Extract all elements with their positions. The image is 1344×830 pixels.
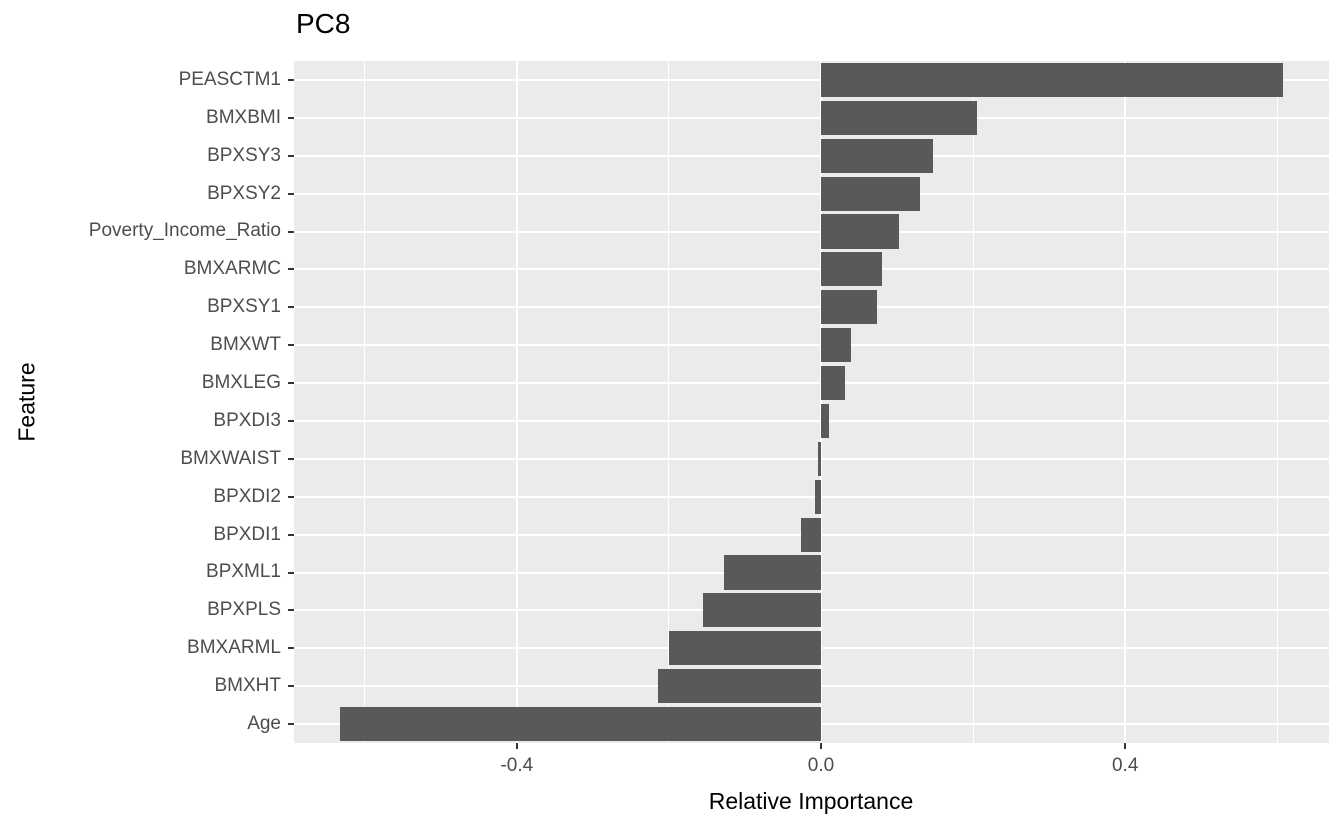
y-axis-tick-mark <box>288 723 294 726</box>
x-axis-tick-label: 0.4 <box>1111 755 1139 776</box>
bar-bmxbmi <box>821 100 977 135</box>
bar-bmxleg <box>821 366 846 401</box>
major-gridline-vertical <box>515 61 518 743</box>
major-gridline-horizontal <box>294 230 1329 233</box>
y-axis-tick-mark <box>288 154 294 157</box>
bar-poverty_income_ratio <box>821 214 899 249</box>
major-gridline-horizontal <box>294 306 1329 309</box>
x-axis-tick-mark <box>1124 743 1127 749</box>
y-axis-label: BMXBMI <box>206 106 281 128</box>
y-axis-label: BPXSY2 <box>207 182 281 204</box>
y-axis-tick-mark <box>288 419 294 422</box>
major-gridline-horizontal <box>294 382 1329 385</box>
minor-gridline-vertical <box>668 61 670 743</box>
y-axis-label: BMXARMC <box>183 258 281 280</box>
minor-gridline-vertical <box>364 61 366 743</box>
y-axis-label: BPXDI3 <box>213 409 281 431</box>
bar-bmxarml <box>668 631 821 666</box>
y-axis-tick-mark <box>288 382 294 385</box>
bar-bmxwaist <box>817 441 821 476</box>
y-axis-tick-mark <box>288 685 294 688</box>
y-axis-label: PEASCTM1 <box>178 68 281 90</box>
y-axis-tick-mark <box>288 495 294 498</box>
y-axis-tick-mark <box>288 78 294 81</box>
y-axis-tick-mark <box>288 609 294 612</box>
x-axis-title: Relative Importance <box>708 788 914 814</box>
bar-peasctm1 <box>821 62 1283 97</box>
x-axis-tick-label: 0.0 <box>807 755 835 776</box>
y-axis-tick-mark <box>288 306 294 309</box>
plot-title: PC8 <box>296 8 351 39</box>
major-gridline-horizontal <box>294 344 1329 347</box>
minor-gridline-vertical <box>972 61 974 743</box>
y-axis-label: Poverty_Income_Ratio <box>88 220 281 242</box>
y-axis-label: BPXDI1 <box>213 523 281 545</box>
major-gridline-horizontal <box>294 495 1329 498</box>
bar-bpxsy1 <box>821 290 877 325</box>
bar-bpxpls <box>703 593 821 628</box>
major-gridline-horizontal <box>294 192 1329 195</box>
y-axis-tick-mark <box>288 344 294 347</box>
major-gridline-horizontal <box>294 78 1329 81</box>
major-gridline-horizontal <box>294 268 1329 271</box>
bar-bpxdi2 <box>814 479 821 514</box>
y-axis-tick-mark <box>288 230 294 233</box>
y-axis-tick-mark <box>288 647 294 650</box>
bar-bpxsy3 <box>821 138 933 173</box>
bar-bpxml1 <box>724 555 821 590</box>
major-gridline-vertical <box>1124 61 1127 743</box>
y-axis-label: BPXSY3 <box>207 144 281 166</box>
y-axis-label: BPXSY1 <box>207 296 281 318</box>
x-axis-tick-label: -0.4 <box>500 755 534 776</box>
y-axis-label: BMXARML <box>187 637 281 659</box>
bar-age <box>339 707 821 742</box>
y-axis-label: BMXLEG <box>201 372 281 394</box>
y-axis-tick-mark <box>288 571 294 574</box>
y-axis-tick-mark <box>288 533 294 536</box>
y-axis-label: BMXHT <box>214 675 282 697</box>
y-axis-tick-mark <box>288 192 294 195</box>
major-gridline-horizontal <box>294 154 1329 157</box>
major-gridline-horizontal <box>294 457 1329 460</box>
bar-bpxsy2 <box>821 176 920 211</box>
y-axis-tick-mark <box>288 268 294 271</box>
major-gridline-horizontal <box>294 116 1329 119</box>
y-axis-tick-mark <box>288 457 294 460</box>
x-axis-tick-mark <box>820 743 822 749</box>
y-axis-label: BPXDI2 <box>213 485 281 507</box>
x-axis-tick-mark <box>515 743 518 749</box>
bar-bpxdi3 <box>821 403 830 438</box>
minor-gridline-vertical <box>1276 61 1278 743</box>
bar-bmxarmc <box>821 252 882 287</box>
major-gridline-horizontal <box>294 419 1329 422</box>
major-gridline-vertical <box>820 61 822 743</box>
y-axis-label: BMXWAIST <box>180 447 281 469</box>
y-axis-label: BMXWT <box>210 334 281 356</box>
bar-bmxht <box>658 669 821 704</box>
y-axis-label: BPXML1 <box>206 561 281 583</box>
y-axis-label: Age <box>247 713 281 735</box>
bar-bmxwt <box>821 328 852 363</box>
bar-bpxdi1 <box>801 517 821 552</box>
y-axis-tick-mark <box>288 116 294 119</box>
plot-panel <box>294 61 1329 743</box>
y-axis-label: BPXPLS <box>207 599 281 621</box>
